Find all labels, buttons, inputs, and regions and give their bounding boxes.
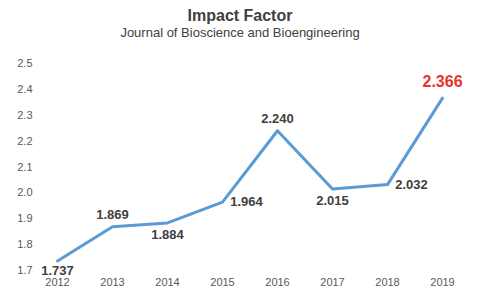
svg-text:2.5: 2.5 xyxy=(17,57,32,69)
svg-text:2015: 2015 xyxy=(210,276,234,288)
svg-text:2.240: 2.240 xyxy=(261,111,294,126)
svg-text:2014: 2014 xyxy=(155,276,179,288)
svg-text:2013: 2013 xyxy=(100,276,124,288)
svg-text:2017: 2017 xyxy=(320,276,344,288)
svg-text:2.1: 2.1 xyxy=(17,161,32,173)
html-text:Journal of Bioscience and Bioe: Journal of Bioscience and Bioengineering xyxy=(120,25,360,40)
svg-text:2016: 2016 xyxy=(265,276,289,288)
svg-text:2012: 2012 xyxy=(45,276,69,288)
svg-text:2.2: 2.2 xyxy=(17,135,32,147)
svg-text:1.737: 1.737 xyxy=(41,263,74,278)
svg-text:2.3: 2.3 xyxy=(17,109,32,121)
svg-text:1.9: 1.9 xyxy=(17,212,32,224)
svg-text:1.884: 1.884 xyxy=(151,227,184,242)
svg-text:2.032: 2.032 xyxy=(395,177,428,192)
html-text:Impact Factor: Impact Factor xyxy=(187,7,293,24)
svg-text:1.964: 1.964 xyxy=(230,194,263,209)
svg-text:2018: 2018 xyxy=(375,276,399,288)
svg-text:1.869: 1.869 xyxy=(96,207,129,222)
svg-text:2.366: 2.366 xyxy=(422,73,462,90)
svg-text:2.0: 2.0 xyxy=(17,186,32,198)
svg-text:2019: 2019 xyxy=(430,276,454,288)
svg-text:2.015: 2.015 xyxy=(316,193,349,208)
svg-text:1.7: 1.7 xyxy=(17,264,32,276)
svg-text:2.4: 2.4 xyxy=(17,83,32,95)
svg-text:1.8: 1.8 xyxy=(17,238,32,250)
